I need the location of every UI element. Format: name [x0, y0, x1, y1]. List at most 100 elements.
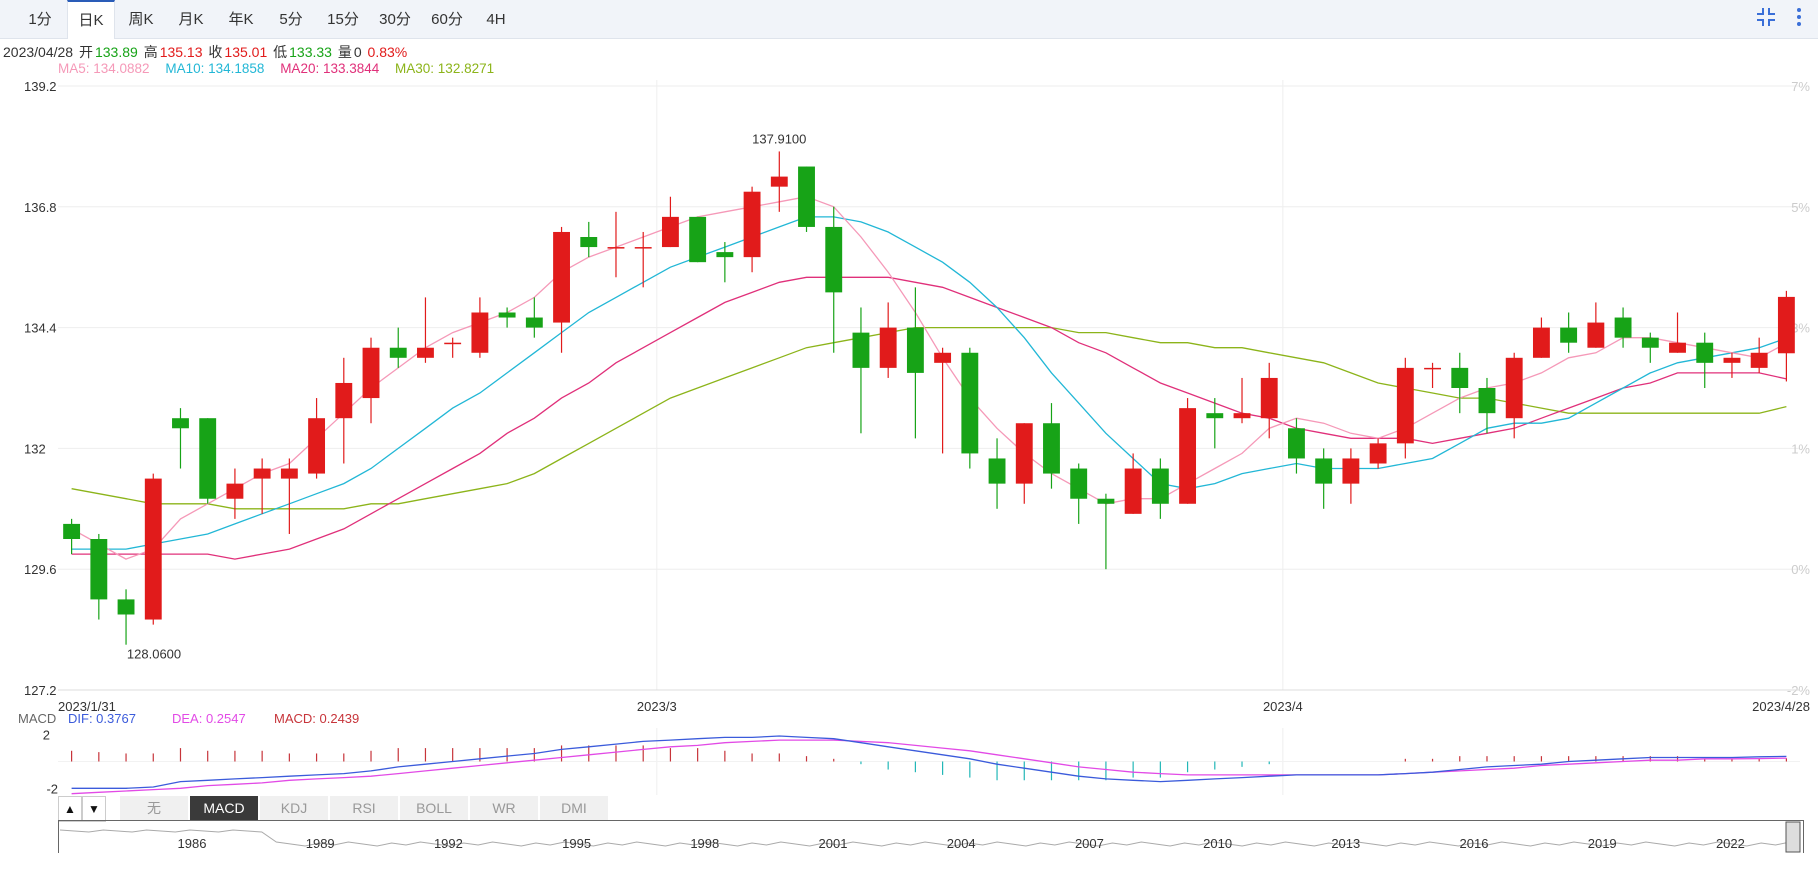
candle: [553, 226, 570, 353]
candle-body: [1342, 458, 1360, 484]
tab-4h[interactable]: 4H: [486, 11, 506, 28]
info-close: 135.01: [224, 44, 268, 60]
navigator-year-label: 2007: [1075, 836, 1104, 851]
candle-body: [906, 327, 924, 373]
candle: [634, 231, 652, 288]
navigator-year-label: 2022: [1716, 836, 1745, 851]
candle-body: [280, 468, 298, 479]
candle: [988, 438, 1006, 509]
candle: [716, 242, 734, 283]
y-tick-label: 132: [24, 441, 46, 456]
pct-tick-label: 1%: [1791, 441, 1810, 456]
info-open: 133.89: [94, 44, 138, 60]
tab-yearly[interactable]: 年K: [228, 11, 254, 28]
tab-15min[interactable]: 15分: [327, 11, 359, 28]
macd-dif-legend: DIF: 0.3767: [68, 711, 136, 726]
candle-body: [1369, 443, 1387, 464]
range-navigator[interactable]: [58, 820, 1804, 853]
macd-title: MACD: [18, 711, 56, 726]
candle-body: [716, 252, 734, 258]
candle: [1124, 453, 1142, 514]
candle: [1750, 337, 1768, 373]
candle-body: [1478, 388, 1496, 414]
navigator-year-label: 2004: [947, 836, 976, 851]
candle: [1641, 332, 1659, 363]
indicator-none[interactable]: 无: [120, 796, 189, 820]
info-change: 0.83%: [367, 44, 408, 60]
scroll-up-button[interactable]: ▲: [58, 796, 82, 822]
candle: [1369, 438, 1387, 469]
candle-body: [1532, 327, 1550, 358]
info-date: 2023/04/28: [3, 44, 74, 60]
indicator-boll[interactable]: BOLL: [400, 796, 469, 820]
candle-body: [743, 191, 761, 258]
tab-monthly[interactable]: 月K: [178, 11, 204, 28]
candle: [580, 221, 598, 258]
candle: [308, 398, 326, 479]
candle: [144, 473, 162, 625]
pct-tick-label: 3%: [1791, 321, 1810, 336]
indicator-wr[interactable]: WR: [470, 796, 539, 820]
candle: [1342, 448, 1360, 504]
candle-body: [471, 312, 489, 353]
info-low: 133.33: [289, 44, 332, 60]
navigator-year-label: 1989: [306, 836, 335, 851]
candle: [1179, 398, 1197, 504]
candle-body: [525, 317, 543, 328]
ma5-legend: MA5: 134.0882: [58, 61, 150, 76]
ohlc-info: 2023/04/28 开 133.89 高 135.13 收 135.01 低 133.…: [3, 42, 409, 62]
candle: [444, 337, 462, 358]
high-annotation: 137.9100: [752, 131, 806, 146]
compress-icon[interactable]: [1753, 6, 1779, 32]
candle: [607, 211, 625, 278]
candle: [1260, 362, 1278, 439]
candle: [389, 327, 407, 368]
candle-body: [1015, 423, 1033, 484]
indicator-rsi[interactable]: RSI: [330, 796, 399, 820]
candle: [1151, 458, 1169, 519]
tab-1min[interactable]: 1分: [28, 11, 52, 28]
tab-30min[interactable]: 30分: [379, 11, 411, 28]
more-vertical-icon[interactable]: [1786, 6, 1812, 32]
navigator-year-label: 1998: [690, 836, 719, 851]
candle: [1614, 307, 1632, 348]
indicator-dmi[interactable]: DMI: [540, 796, 609, 820]
candle: [362, 337, 380, 424]
candle-body: [798, 166, 815, 227]
indicator-kdj[interactable]: KDJ: [260, 796, 329, 820]
navigator-year-label: 2016: [1460, 836, 1489, 851]
info-low-label: 低: [273, 44, 288, 60]
navigator-sparkline: [59, 829, 1791, 847]
candle: [1478, 377, 1496, 434]
candle: [226, 468, 244, 519]
macd-dif-line: [71, 735, 1787, 789]
navigator-handle: [1785, 821, 1801, 853]
candle-body: [253, 468, 271, 479]
x-tick-label: 2023/3: [637, 699, 677, 714]
candle-body: [1750, 352, 1768, 368]
candle: [961, 347, 979, 469]
candle-body: [1614, 317, 1632, 338]
tab-60min[interactable]: 60分: [431, 11, 463, 28]
candle-body: [770, 176, 788, 187]
tab-weekly[interactable]: 周K: [128, 11, 154, 28]
candle: [1424, 362, 1441, 388]
indicator-macd[interactable]: MACD: [190, 796, 259, 820]
navigator-year-label: 1992: [434, 836, 463, 851]
x-tick-label: 2023/4/28: [1752, 699, 1810, 714]
tab-5min[interactable]: 5分: [279, 11, 303, 28]
pct-tick-label: 7%: [1791, 79, 1810, 94]
candle-body: [362, 347, 380, 399]
ma20-line: [71, 276, 1787, 560]
candle-body: [961, 352, 979, 454]
period-toolbar: 1分 日K 周K 月K 年K 5分 15分 30分 60分 4H: [0, 0, 1818, 39]
candle: [825, 206, 843, 353]
macd-y-tick: 2: [43, 728, 50, 743]
navigator-year-label: 2010: [1203, 836, 1232, 851]
candle-body: [689, 216, 707, 263]
y-tick-label: 127.2: [24, 683, 57, 698]
candle: [253, 458, 271, 514]
tab-daily[interactable]: 日K: [67, 0, 115, 39]
scroll-down-button[interactable]: ▼: [82, 796, 106, 822]
